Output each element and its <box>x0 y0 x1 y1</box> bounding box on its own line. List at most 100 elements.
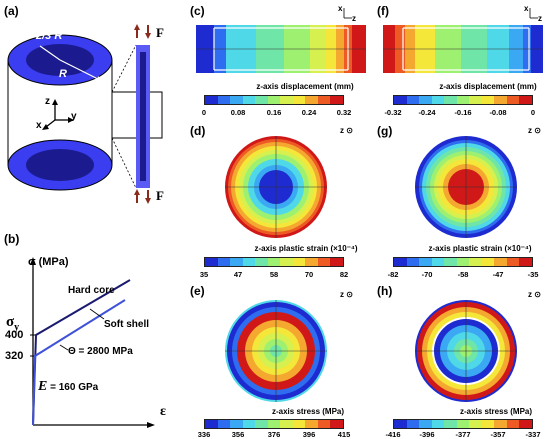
colorbar-swatch <box>217 96 231 104</box>
panel-h-colorbar <box>393 419 533 429</box>
colorbar-swatch <box>330 258 344 266</box>
colorbar-swatch <box>317 420 331 428</box>
colorbar-swatch <box>205 258 218 266</box>
colorbar-swatch <box>217 258 231 266</box>
colorbar-swatch <box>242 96 256 104</box>
panel-d-tick-0: 35 <box>199 270 209 279</box>
force-arrows-top <box>134 24 151 39</box>
colorbar-swatch <box>230 96 243 104</box>
colorbar-swatch <box>280 96 293 104</box>
colorbar-swatch <box>494 258 507 266</box>
tick-320: 320 <box>5 350 24 362</box>
panel-e-title: z-axis stress (MPa) <box>271 407 345 416</box>
panel-f-tick-3: -0.08 <box>489 108 507 117</box>
panel-c-tick-1: 0.08 <box>230 108 246 117</box>
panel-a-cylinder-diagram <box>7 24 163 204</box>
colorbar-swatch <box>230 420 243 428</box>
panel-h-tick-0: -416 <box>385 430 401 439</box>
colorbar-swatch <box>267 258 281 266</box>
colorbar-swatch <box>469 258 482 266</box>
colorbar-swatch <box>305 258 318 266</box>
colorbar-swatch <box>330 420 344 428</box>
panel-c-axis-x: x <box>338 4 343 13</box>
panel-h-stress-map <box>415 300 517 402</box>
panel-g-title: z-axis plastic strain (×10⁻⁴) <box>428 244 532 253</box>
panel-b-label: (b) <box>4 232 20 246</box>
yield-stress-symbol: σy <box>6 314 20 333</box>
inner-radius-label: 2/3 R <box>36 30 63 42</box>
panel-d-strain-map <box>225 136 327 238</box>
colorbar-swatch <box>406 420 420 428</box>
panel-g-strain-map <box>415 136 517 238</box>
colorbar-swatch <box>419 420 432 428</box>
panel-f-colorbar <box>393 95 533 105</box>
colorbar-swatch <box>481 258 495 266</box>
panel-g-tick-2: -58 <box>457 270 469 279</box>
tick-400: 400 <box>5 329 24 341</box>
colorbar-swatch <box>519 96 533 104</box>
panel-f-label: (f) <box>377 4 389 18</box>
panel-h-label: (h) <box>377 284 393 298</box>
panel-a-label: (a) <box>4 4 19 18</box>
colorbar-swatch <box>255 420 268 428</box>
colorbar-swatch <box>506 258 520 266</box>
panel-f-title: z-axis displacement (mm) <box>439 82 537 91</box>
panel-h-axis-z: z ⊙ <box>528 290 541 299</box>
colorbar-swatch <box>481 96 495 104</box>
colorbar-swatch <box>481 420 495 428</box>
panel-d-tick-1: 47 <box>233 270 243 279</box>
soft-shell-label: Soft shell <box>104 319 150 330</box>
hard-core-label: Hard core <box>68 285 115 296</box>
colorbar-swatch <box>406 258 420 266</box>
colorbar-swatch <box>317 96 331 104</box>
colorbar-swatch <box>330 96 344 104</box>
panel-c-label: (c) <box>190 4 205 18</box>
colorbar-swatch <box>394 96 407 104</box>
colorbar-swatch <box>431 258 445 266</box>
colorbar-swatch <box>242 258 256 266</box>
colorbar-swatch <box>456 96 470 104</box>
panel-f-axis-x: x <box>524 4 529 13</box>
panel-c-tick-4: 0.32 <box>336 108 352 117</box>
axis-x-label: x <box>36 120 42 131</box>
colorbar-swatch <box>205 96 218 104</box>
panel-f-tick-0: -0.32 <box>384 108 402 117</box>
panel-g-colorbar <box>393 257 533 267</box>
colorbar-swatch <box>317 258 331 266</box>
panel-g-label: (g) <box>377 124 393 138</box>
colorbar-swatch <box>255 258 268 266</box>
colorbar-swatch <box>444 258 457 266</box>
panel-h-tick-1: -396 <box>419 430 435 439</box>
colorbar-swatch <box>267 420 281 428</box>
colorbar-swatch <box>469 96 482 104</box>
panel-c-axis-z: z <box>352 14 356 23</box>
colorbar-swatch <box>431 420 445 428</box>
panel-f-axis-z: z <box>538 14 542 23</box>
colorbar-swatch <box>494 96 507 104</box>
panel-f-displacement-map <box>383 25 543 73</box>
pillar-core <box>140 52 146 181</box>
panel-g-axis-z: z ⊙ <box>528 126 541 135</box>
colorbar-swatch <box>469 420 482 428</box>
colorbar-swatch <box>292 258 306 266</box>
colorbar-swatch <box>419 96 432 104</box>
panel-g-tick-0: -82 <box>387 270 399 279</box>
colorbar-swatch <box>292 96 306 104</box>
colorbar-swatch <box>230 258 243 266</box>
strain-axis-label: ε <box>160 404 166 419</box>
panel-c-title: z-axis displacement (mm) <box>256 82 354 91</box>
colorbar-swatch <box>444 420 457 428</box>
colorbar-swatch <box>280 258 293 266</box>
panel-h-tick-3: -357 <box>490 430 506 439</box>
panel-h-title: z-axis stress (MPa) <box>459 407 533 416</box>
colorbar-swatch <box>456 258 470 266</box>
colorbar-swatch <box>419 258 432 266</box>
force-label-bottom: F <box>156 188 164 203</box>
soft-shell-curve <box>32 299 126 426</box>
panel-e-tick-0: 336 <box>197 430 211 439</box>
panel-e-tick-4: 415 <box>337 430 351 439</box>
panel-c-displacement-map <box>196 25 366 73</box>
colorbar-swatch <box>280 420 293 428</box>
modulus-label: E = 160 GPa <box>38 379 99 394</box>
